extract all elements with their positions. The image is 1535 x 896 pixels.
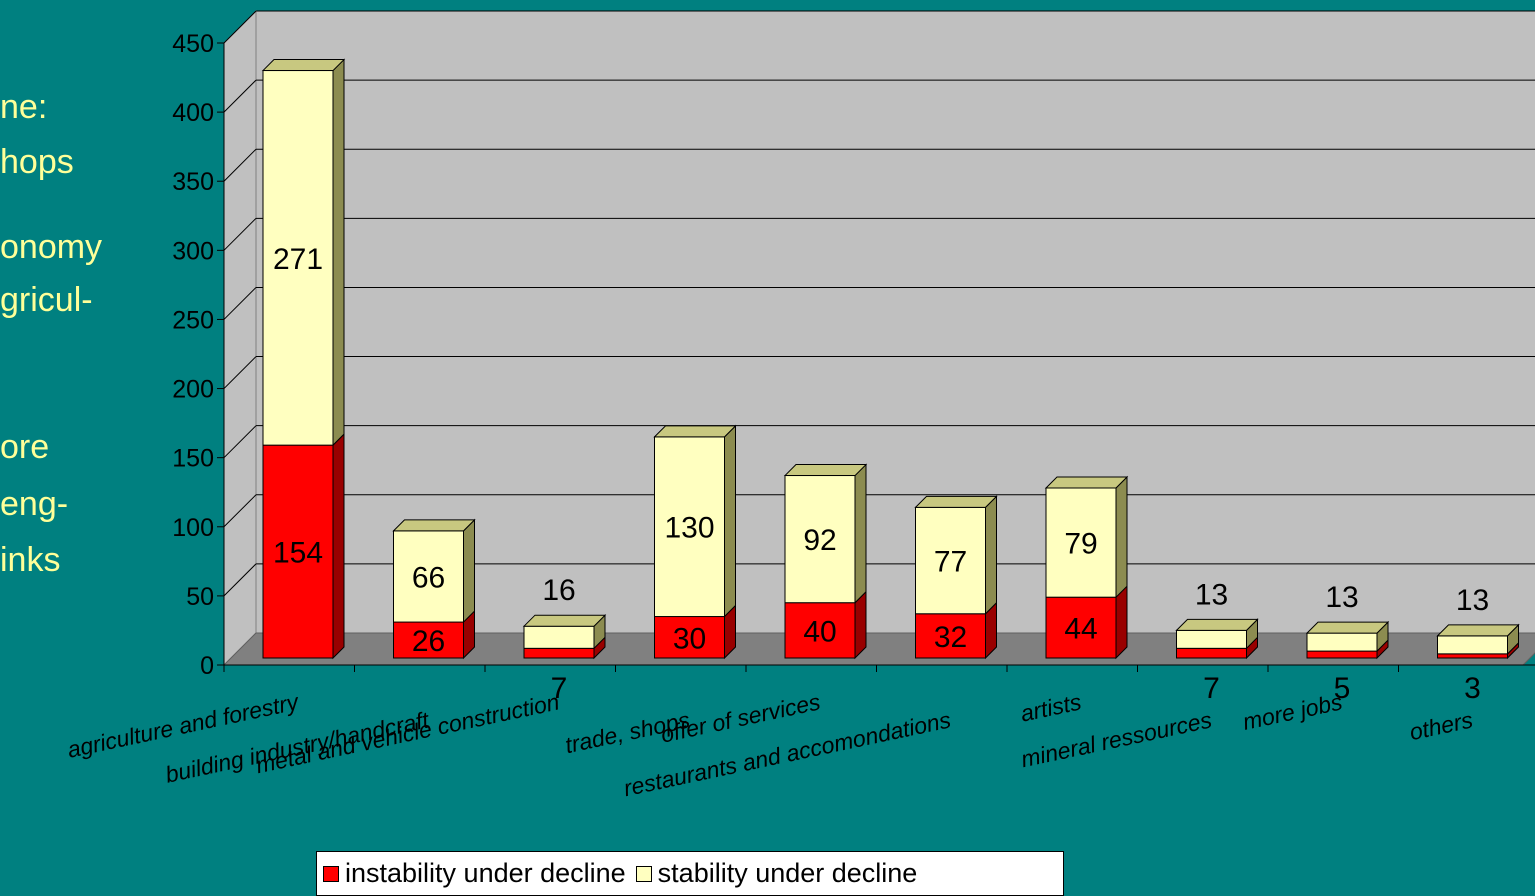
y-tick-label: 200 bbox=[172, 376, 214, 404]
y-tick-label: 350 bbox=[172, 168, 214, 196]
data-label: 16 bbox=[542, 574, 575, 607]
gridline-diagonal bbox=[223, 217, 257, 251]
side-text-line: onomy bbox=[0, 228, 103, 266]
bar-instability bbox=[523, 647, 595, 659]
bar-stability bbox=[784, 475, 856, 604]
bar-stability bbox=[393, 530, 464, 623]
bar-instability bbox=[654, 616, 725, 659]
bar-stability bbox=[915, 506, 986, 615]
bar-top bbox=[392, 519, 476, 532]
bar-side bbox=[854, 463, 867, 604]
bar-instability bbox=[1176, 647, 1247, 659]
bar-stability bbox=[1437, 635, 1508, 655]
bar-stability bbox=[1176, 629, 1247, 649]
gridline-diagonal bbox=[223, 494, 257, 528]
bar-top bbox=[914, 495, 998, 508]
side-text-line: ore bbox=[0, 428, 50, 466]
bar-stability bbox=[262, 70, 334, 446]
bar-side bbox=[1115, 584, 1128, 660]
y-tick-label: 50 bbox=[186, 583, 214, 611]
side-text-line: eng- bbox=[0, 485, 69, 523]
bar-top bbox=[522, 614, 607, 627]
chart-axes: 0 50 100 150 200 250 300 350 400 450 bbox=[172, 30, 1535, 680]
gridline-diagonal bbox=[223, 563, 257, 597]
gridline-diagonal bbox=[223, 356, 257, 389]
y-tick-label: 450 bbox=[172, 30, 214, 58]
category-label: others bbox=[1407, 706, 1475, 745]
bar-stability bbox=[1306, 632, 1378, 652]
legend-label: instability under decline bbox=[345, 858, 626, 888]
bar-instability bbox=[393, 621, 464, 659]
data-label: 271 bbox=[273, 243, 323, 276]
category-label: more jobs bbox=[1240, 688, 1345, 735]
bar-top bbox=[1436, 624, 1520, 637]
side-text-line: ne: bbox=[0, 88, 48, 126]
y-tick-label: 100 bbox=[172, 514, 214, 542]
data-label: 3 bbox=[1464, 672, 1481, 705]
bar-side bbox=[1115, 475, 1128, 599]
y-tick-label: 250 bbox=[172, 306, 214, 334]
side-text-line: hops bbox=[0, 143, 74, 181]
bar-instability bbox=[784, 602, 856, 659]
bar-top bbox=[261, 59, 346, 72]
data-label: 7 bbox=[1203, 672, 1220, 705]
y-tick-label: 0 bbox=[200, 652, 214, 680]
side-wall bbox=[223, 9, 257, 667]
bar-top bbox=[783, 464, 868, 477]
data-label: 7 bbox=[551, 672, 568, 705]
gridline-diagonal bbox=[223, 148, 257, 182]
data-label: 44 bbox=[1064, 613, 1097, 646]
bar-instability bbox=[1045, 596, 1117, 659]
data-label: 13 bbox=[1325, 581, 1358, 614]
gridline-diagonal bbox=[223, 79, 257, 113]
y-tick-label: 300 bbox=[172, 237, 214, 265]
data-label: 77 bbox=[934, 546, 967, 579]
category-label: artists bbox=[1018, 688, 1084, 726]
data-label: 79 bbox=[1064, 528, 1097, 561]
bar-instability bbox=[1306, 650, 1378, 659]
data-label: 5 bbox=[1334, 672, 1351, 705]
gridline-diagonal bbox=[223, 287, 257, 320]
gridline-diagonal bbox=[223, 425, 257, 459]
legend-item-instability: instability under decline bbox=[323, 858, 626, 889]
bar-side bbox=[463, 518, 475, 624]
bar-side bbox=[332, 58, 345, 447]
bar-top bbox=[1305, 621, 1390, 634]
bar-stability bbox=[1045, 487, 1117, 598]
bar-side bbox=[724, 424, 736, 618]
legend-swatch-yellow bbox=[635, 865, 652, 882]
bar-stability bbox=[654, 436, 725, 618]
data-label: 30 bbox=[673, 622, 706, 655]
bar-top bbox=[1175, 618, 1259, 631]
bar-side bbox=[985, 495, 997, 615]
legend-label: stability under decline bbox=[657, 858, 918, 888]
data-label: 130 bbox=[664, 512, 714, 545]
legend-item-stability: stability under decline bbox=[635, 858, 918, 889]
data-label: 154 bbox=[273, 537, 323, 570]
bar-stability bbox=[523, 625, 595, 649]
data-label: 32 bbox=[934, 621, 967, 654]
bar-instability bbox=[262, 444, 334, 659]
data-label: 40 bbox=[803, 615, 836, 648]
data-label: 92 bbox=[803, 524, 836, 557]
data-label: 13 bbox=[1195, 578, 1228, 611]
bar-top bbox=[1044, 476, 1129, 489]
bar-top bbox=[653, 425, 737, 438]
side-text-line: inks bbox=[0, 541, 61, 579]
chart-bars bbox=[261, 58, 1520, 660]
side-text-line: gricul- bbox=[0, 281, 93, 319]
bar-instability bbox=[1437, 653, 1508, 659]
data-label: 66 bbox=[412, 561, 445, 594]
data-label: 26 bbox=[412, 625, 445, 658]
gridline-diagonal bbox=[223, 10, 257, 44]
y-tick-label: 150 bbox=[172, 445, 214, 473]
bar-side bbox=[332, 432, 345, 660]
y-tick-label: 400 bbox=[172, 99, 214, 127]
chart-legend: instability under decline stability unde… bbox=[316, 851, 1064, 896]
side-text-fragment: ne: hops onomy gricul- ore eng- inks bbox=[0, 0, 140, 600]
data-label: 13 bbox=[1456, 584, 1489, 617]
legend-swatch-red bbox=[323, 865, 339, 882]
